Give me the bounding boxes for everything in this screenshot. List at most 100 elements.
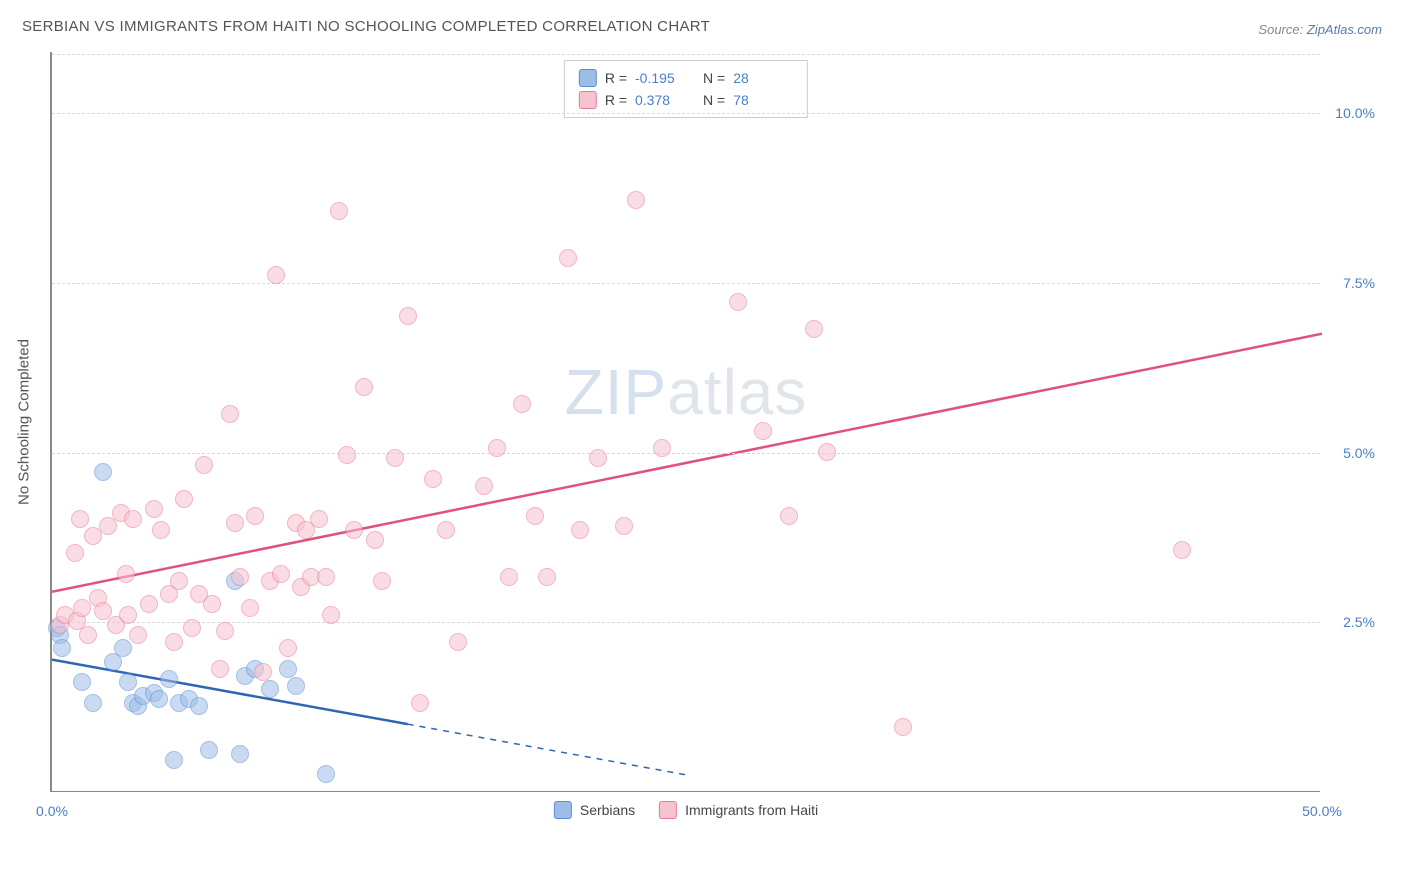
scatter-point (615, 517, 633, 535)
scatter-point (526, 507, 544, 525)
x-tick-label: 50.0% (1302, 803, 1342, 819)
r-label: R = (605, 67, 627, 89)
scatter-point (500, 568, 518, 586)
scatter-point (216, 622, 234, 640)
scatter-point (119, 606, 137, 624)
scatter-point (1173, 541, 1191, 559)
scatter-point (355, 378, 373, 396)
scatter-point (53, 639, 71, 657)
correlation-legend-row: R =-0.195N =28 (579, 67, 793, 89)
series-legend-item: Immigrants from Haiti (659, 801, 818, 819)
scatter-point (200, 741, 218, 759)
scatter-point (267, 266, 285, 284)
n-value: 78 (733, 89, 793, 111)
series-legend-item: Serbians (554, 801, 635, 819)
scatter-point (84, 694, 102, 712)
scatter-point (386, 449, 404, 467)
y-tick-label: 10.0% (1335, 105, 1375, 121)
scatter-point (114, 639, 132, 657)
watermark: ZIPatlas (565, 355, 808, 429)
scatter-point (411, 694, 429, 712)
scatter-point (894, 718, 912, 736)
scatter-point (437, 521, 455, 539)
scatter-point (165, 633, 183, 651)
scatter-point (287, 677, 305, 695)
scatter-point (231, 745, 249, 763)
scatter-point (317, 568, 335, 586)
correlation-legend: R =-0.195N =28R =0.378N =78 (564, 60, 808, 118)
scatter-point (226, 514, 244, 532)
y-axis-title: No Schooling Completed (16, 339, 33, 505)
scatter-point (780, 507, 798, 525)
series-legend-label: Serbians (580, 802, 635, 818)
scatter-point (279, 660, 297, 678)
scatter-point (449, 633, 467, 651)
scatter-point (424, 470, 442, 488)
source-attribution: Source: ZipAtlas.com (1258, 22, 1382, 37)
scatter-point (261, 680, 279, 698)
scatter-point (165, 751, 183, 769)
gridline (52, 113, 1320, 114)
scatter-point (71, 510, 89, 528)
trend-line (52, 334, 1322, 592)
scatter-point (310, 510, 328, 528)
scatter-point (73, 673, 91, 691)
scatter-point (488, 439, 506, 457)
r-value: -0.195 (635, 67, 695, 89)
scatter-point (119, 673, 137, 691)
y-tick-label: 7.5% (1343, 275, 1375, 291)
scatter-point (190, 697, 208, 715)
scatter-point (513, 395, 531, 413)
scatter-point (254, 663, 272, 681)
scatter-point (175, 490, 193, 508)
scatter-point (322, 606, 340, 624)
scatter-point (183, 619, 201, 637)
scatter-point (140, 595, 158, 613)
source-label: Source: (1258, 22, 1303, 37)
chart-title: SERBIAN VS IMMIGRANTS FROM HAITI NO SCHO… (22, 18, 710, 35)
scatter-point (729, 293, 747, 311)
watermark-bold: ZIP (565, 356, 668, 428)
scatter-point (221, 405, 239, 423)
scatter-point (538, 568, 556, 586)
scatter-point (160, 670, 178, 688)
scatter-point (373, 572, 391, 590)
series-legend: Serbians Immigrants from Haiti (554, 801, 818, 819)
scatter-point (475, 477, 493, 495)
scatter-point (170, 572, 188, 590)
scatter-point (241, 599, 259, 617)
n-label: N = (703, 67, 725, 89)
scatter-point (94, 463, 112, 481)
gridline (52, 54, 1320, 55)
scatter-point (279, 639, 297, 657)
gridline (52, 283, 1320, 284)
scatter-point (145, 500, 163, 518)
source-link[interactable]: ZipAtlas.com (1307, 22, 1382, 37)
watermark-thin: atlas (667, 356, 807, 428)
scatter-point (79, 626, 97, 644)
trend-line (52, 660, 408, 724)
plot-area: No Schooling Completed ZIPatlas R =-0.19… (50, 52, 1320, 792)
scatter-point (99, 517, 117, 535)
legend-swatch (659, 801, 677, 819)
scatter-point (195, 456, 213, 474)
scatter-point (330, 202, 348, 220)
series-legend-label: Immigrants from Haiti (685, 802, 818, 818)
scatter-point (571, 521, 589, 539)
scatter-point (272, 565, 290, 583)
scatter-point (366, 531, 384, 549)
y-tick-label: 5.0% (1343, 445, 1375, 461)
scatter-point (150, 690, 168, 708)
scatter-point (190, 585, 208, 603)
scatter-point (231, 568, 249, 586)
scatter-point (117, 565, 135, 583)
scatter-point (246, 507, 264, 525)
scatter-point (559, 249, 577, 267)
correlation-legend-row: R =0.378N =78 (579, 89, 793, 111)
n-label: N = (703, 89, 725, 111)
legend-swatch (554, 801, 572, 819)
scatter-point (152, 521, 170, 539)
x-tick-label: 0.0% (36, 803, 68, 819)
scatter-chart: No Schooling Completed ZIPatlas R =-0.19… (50, 52, 1380, 822)
y-tick-label: 2.5% (1343, 614, 1375, 630)
